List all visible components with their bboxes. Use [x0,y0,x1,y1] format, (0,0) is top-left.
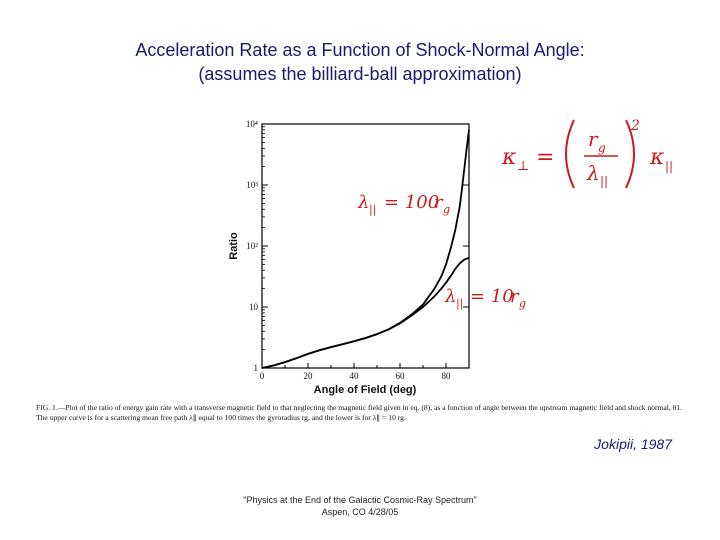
left-paren [565,119,575,189]
x-axis-label: Angle of Field (deg) [314,384,417,396]
upper-par: || [369,203,376,217]
y-tick-label: 10³ [246,180,258,190]
equals-sign: = [536,145,554,170]
footer-line-1: "Physics at the End of the Galactic Cosm… [243,495,477,505]
footer-line-2: Aspen, CO 4/28/05 [321,507,399,517]
y-axis-label: Ratio [228,232,240,260]
right-paren [625,119,635,189]
tick-labels: 0 20 40 60 80 1 10 10² 10³ 10⁴ [246,119,451,381]
lambda-den-subscript: || [600,174,608,188]
title-line-2: (assumes the billiard-ball approximation… [198,64,522,84]
upper-rg-sub: g [443,203,450,216]
footer: "Physics at the End of the Galactic Cosm… [180,494,540,518]
lower-rg: r [510,286,520,307]
upper-eq-sign: = 100 [384,192,439,213]
y-tick-label: 10 [249,302,259,312]
upper-rg: r [434,192,444,213]
lower-rg-sub: g [519,297,526,310]
x-tick-label: 80 [442,371,452,381]
x-tick-label: 40 [350,371,360,381]
lower-eq-sign: = 10 [470,286,514,307]
y-tick-label: 10⁴ [246,119,258,129]
lower-par: || [456,297,463,311]
plot-frame [261,123,470,369]
slide-title: Acceleration Rate as a Function of Shock… [0,38,720,86]
perp-subscript: ⊥ [517,159,529,174]
x-tick-label: 60 [396,371,406,381]
x-tick-label: 20 [304,371,314,381]
figure-caption: FIG. 1.—Plot of the ratio of energy gain… [36,403,683,422]
y-tick-label: 1 [254,363,259,373]
kappa-perp-symbol: κ [501,145,517,170]
lambda-denominator: λ [586,161,600,185]
series-line-100rg [261,129,470,369]
tick-marks [261,123,469,369]
upper-lambda: λ [357,192,369,213]
upper-curve-label: λ || = 100 r g [357,192,450,217]
series-line-10rg [261,256,470,369]
rg-numerator: r [588,127,599,151]
rg-num-subscript: g [598,141,606,155]
par-subscript: || [665,159,673,173]
curves [261,129,470,369]
citation: Jokipii, 1987 [594,436,672,452]
square-exponent: 2 [630,118,640,134]
lower-curve-label: λ || = 10 r g [444,286,526,311]
lower-lambda: λ [444,286,456,307]
title-line-1: Acceleration Rate as a Function of Shock… [135,40,585,60]
kappa-equation: κ ⊥ = r g λ || 2 κ || [501,118,673,189]
x-tick-label: 0 [260,371,265,381]
y-tick-label: 10² [246,241,258,251]
kappa-par-symbol: κ [649,145,665,170]
